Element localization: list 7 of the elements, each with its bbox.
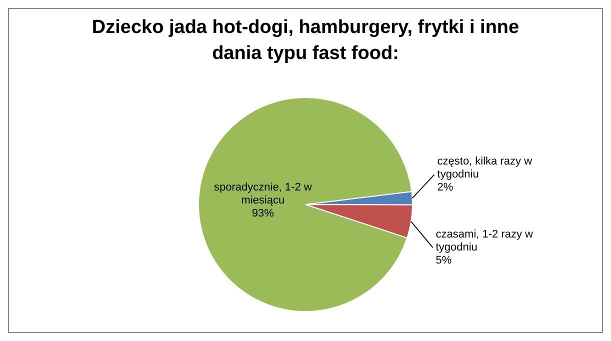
slice-label: sporadycznie, 1-2 w miesiącu bbox=[214, 181, 312, 206]
data-label: 93% bbox=[252, 207, 274, 220]
data-label: 5% bbox=[436, 254, 452, 267]
slice-label: często, kilka razy w tygodniu bbox=[437, 156, 532, 181]
data-label: 2% bbox=[437, 182, 454, 194]
chart-title: Dziecko jada hot-dogi, hamburgery, frytki i inne dania typu fast food: bbox=[90, 16, 520, 66]
slice-label: czasami, 1-2 razy w tygodniu bbox=[436, 228, 534, 254]
